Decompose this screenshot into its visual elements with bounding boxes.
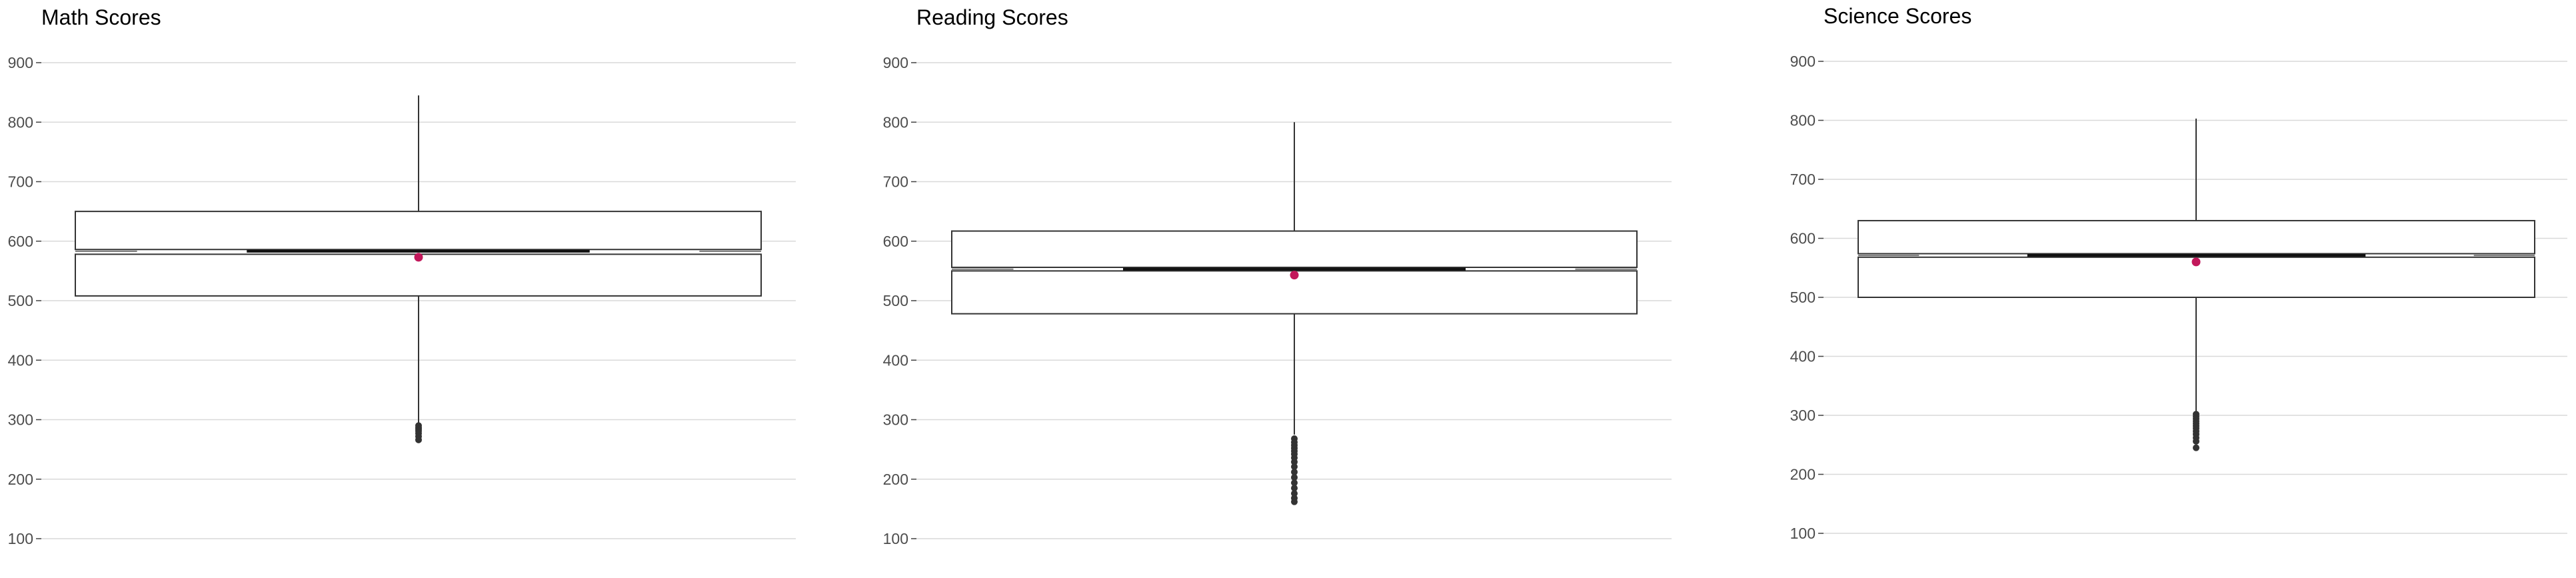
box-upper (1858, 219, 2535, 255)
outlier-point (1291, 490, 1298, 497)
outlier-point (2193, 437, 2199, 445)
y-tick-label: 900 (8, 54, 33, 71)
y-tick-label: 100 (883, 530, 908, 547)
y-tick-label: 400 (1790, 348, 1816, 365)
outlier-point (1291, 498, 1298, 505)
outlier-point (1291, 463, 1298, 471)
y-tick-label: 800 (1790, 112, 1816, 129)
y-tick-label: 500 (883, 292, 908, 309)
outlier-point (1291, 474, 1298, 481)
box-upper (75, 211, 762, 251)
chart-panel-3: Science Scores 100 200 300 400 500 600 700 800 90… (1790, 4, 2567, 542)
y-tick-label: 500 (1790, 289, 1816, 306)
y-tick-label: 200 (8, 471, 33, 488)
y-tick-label: 700 (883, 173, 908, 191)
y-tick-label: 800 (883, 113, 908, 131)
chart-panel-1: Math Scores 100 200 300 400 500 600 700 800 900 (8, 5, 796, 547)
y-tick-label: 600 (8, 233, 33, 250)
chart-title: Math Scores (41, 5, 161, 29)
y-tick-label: 300 (883, 411, 908, 429)
y-tick-label: 200 (883, 471, 908, 488)
y-tick-label: 900 (1790, 53, 1816, 70)
y-tick-label: 400 (883, 351, 908, 369)
y-tick-label: 600 (883, 233, 908, 250)
y-tick-label: 400 (8, 351, 33, 369)
mean-point (2191, 257, 2201, 267)
outlier-point (1291, 458, 1298, 465)
y-tick-label: 800 (8, 113, 33, 131)
outlier-point (2193, 444, 2199, 451)
y-tick-label: 300 (1790, 407, 1816, 424)
chart-title: Science Scores (1824, 4, 1971, 28)
y-tick-label: 900 (883, 54, 908, 71)
y-tick-label: 600 (1790, 230, 1816, 247)
y-tick-label: 500 (8, 292, 33, 309)
mean-point (1290, 271, 1299, 280)
outlier-point (1291, 479, 1298, 487)
y-tick-label: 200 (1790, 466, 1816, 483)
outlier-point (1291, 469, 1298, 476)
mean-point (414, 253, 423, 262)
outlier-point (1291, 485, 1298, 492)
outlier-point (415, 436, 422, 443)
y-tick-label: 300 (8, 411, 33, 429)
y-tick-label: 700 (1790, 171, 1816, 188)
chart-title: Reading Scores (916, 5, 1068, 29)
chart-panel-2: Reading Scores 100 200 300 400 500 600 700 800 90… (883, 5, 1672, 547)
y-tick-label: 100 (8, 530, 33, 547)
y-tick-label: 100 (1790, 525, 1816, 542)
y-tick-label: 700 (8, 173, 33, 191)
box-upper (951, 230, 1638, 269)
